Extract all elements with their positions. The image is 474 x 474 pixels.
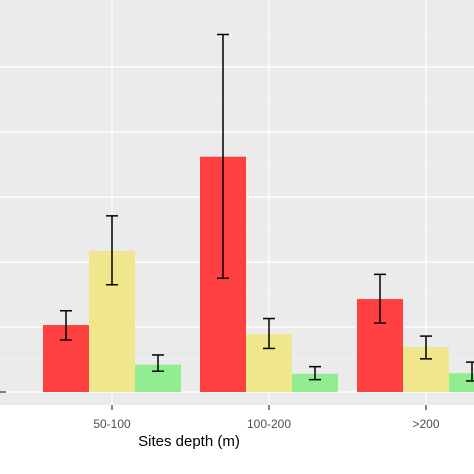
- x-axis-ticks: [111, 405, 427, 410]
- x-axis-title: Sites depth (m): [138, 433, 240, 450]
- error-bar: [374, 273, 386, 324]
- error-bar: [106, 215, 118, 286]
- x-axis-tick-labels: 50-100 100-200 >200: [93, 417, 440, 431]
- bar: [292, 373, 338, 392]
- error-bars-layer: [60, 33, 474, 382]
- error-bar: [466, 361, 474, 382]
- x-tick-label: >200: [412, 417, 439, 431]
- x-tick-label: 100-200: [247, 417, 291, 431]
- bar: [449, 373, 474, 392]
- error-bar: [309, 365, 321, 381]
- error-bar: [263, 317, 275, 350]
- error-bar: [60, 310, 72, 341]
- error-bar: [420, 335, 432, 360]
- error-bar: [217, 33, 229, 279]
- x-tick-label: 50-100: [93, 417, 131, 431]
- error-bar: [152, 354, 164, 372]
